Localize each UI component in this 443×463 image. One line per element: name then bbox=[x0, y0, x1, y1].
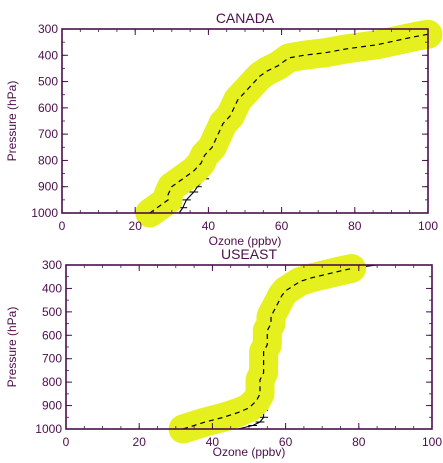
y-tick-label: 800 bbox=[38, 153, 58, 167]
band-series-0 bbox=[135, 19, 443, 228]
y-tick-label: 900 bbox=[42, 399, 62, 413]
band-series-1 bbox=[168, 254, 366, 444]
chart-panel-1: 0 20 40 60 80 100 300 400 500 600 700 800 900 1000 USE… bbox=[5, 246, 442, 459]
x-tick-label: 20 bbox=[129, 219, 143, 233]
y-tick-label: 700 bbox=[42, 352, 62, 366]
y-tick-label: 400 bbox=[38, 48, 58, 62]
x-tick-label: 100 bbox=[418, 219, 438, 233]
dashed-line-series-1 bbox=[182, 267, 352, 430]
chart-title: USEAST bbox=[221, 246, 277, 262]
chart-title: CANADA bbox=[216, 10, 275, 26]
dashed-line-series-0 bbox=[149, 33, 429, 214]
x-tick-label: 0 bbox=[63, 435, 70, 449]
y-tick-label: 300 bbox=[38, 22, 58, 36]
chart-panel-0: 0 20 40 60 80 100 300 400 500 600 700 800 900 1000 CAN… bbox=[5, 10, 443, 248]
x-axis-label: Ozone (ppbv) bbox=[213, 445, 286, 459]
y-axis-label: Pressure (hPa) bbox=[5, 81, 19, 162]
x-tick-label: 100 bbox=[422, 435, 442, 449]
x-tick-label: 60 bbox=[275, 219, 289, 233]
x-tick-label: 20 bbox=[133, 435, 147, 449]
x-tick-label: 40 bbox=[202, 219, 216, 233]
x-tick-label: 0 bbox=[59, 219, 66, 233]
y-axis-label: Pressure (hPa) bbox=[5, 307, 19, 388]
x-tick-label: 40 bbox=[206, 435, 220, 449]
x-axis-label: Ozone (ppbv) bbox=[209, 234, 282, 248]
y-tick-label: 500 bbox=[42, 305, 62, 319]
y-tick-label: 800 bbox=[42, 375, 62, 389]
y-tick-label: 400 bbox=[42, 281, 62, 295]
y-tick-label: 1000 bbox=[35, 422, 62, 436]
y-tick-label: 900 bbox=[38, 180, 58, 194]
x-tick-label: 60 bbox=[279, 435, 293, 449]
y-tick-label: 700 bbox=[38, 127, 58, 141]
y-tick-label: 500 bbox=[38, 75, 58, 89]
y-tick-label: 1000 bbox=[31, 206, 58, 220]
y-tick-label: 300 bbox=[42, 258, 62, 272]
y-tick-label: 600 bbox=[38, 101, 58, 115]
y-tick-label: 600 bbox=[42, 328, 62, 342]
x-tick-label: 80 bbox=[352, 435, 366, 449]
x-tick-label: 80 bbox=[348, 219, 362, 233]
